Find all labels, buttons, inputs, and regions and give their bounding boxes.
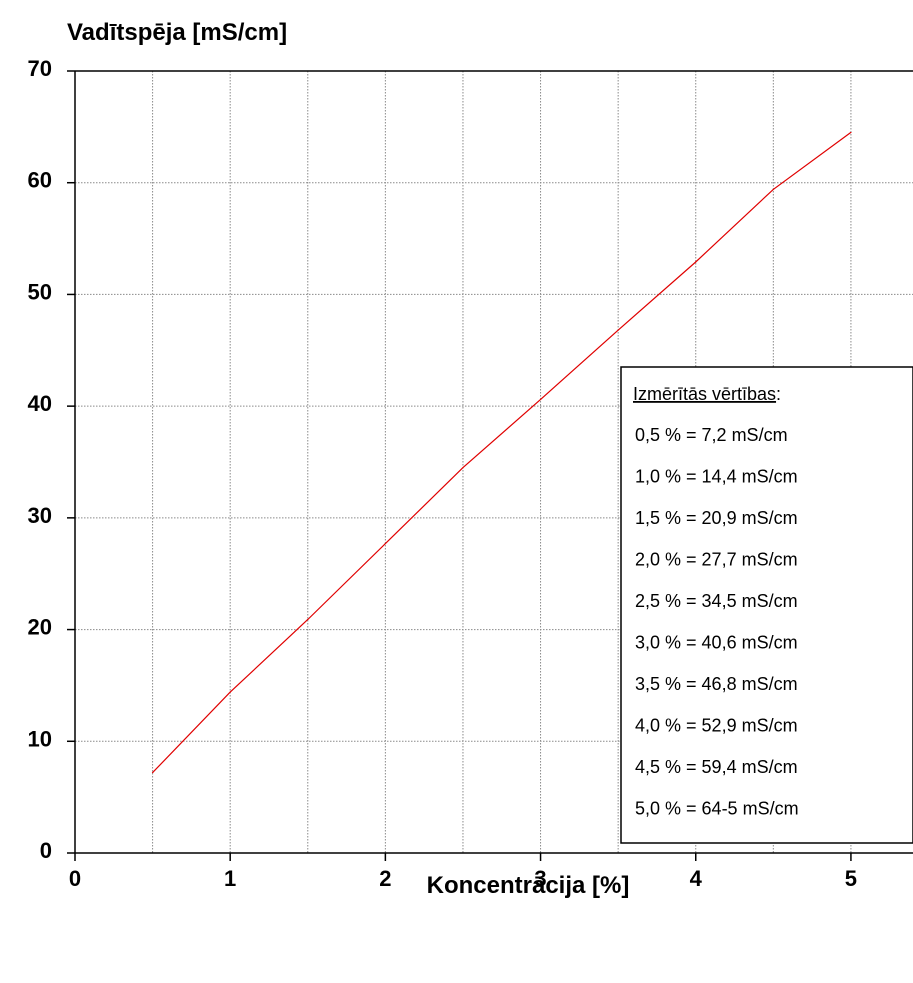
y-tick-labels: 0 10 20 30 40 50 60 70 bbox=[28, 56, 52, 863]
y-axis-title: Vadītspēja [mS/cm] bbox=[67, 19, 287, 46]
y-tick-label: 20 bbox=[28, 615, 52, 640]
legend-entry: 1,5 % = 20,9 mS/cm bbox=[635, 508, 798, 528]
legend-entry: 3,0 % = 40,6 mS/cm bbox=[635, 633, 798, 653]
x-tick-labels: 0 1 2 3 4 5 bbox=[69, 866, 857, 891]
y-tick-label: 60 bbox=[28, 168, 52, 193]
legend-entry: 2,0 % = 27,7 mS/cm bbox=[635, 550, 798, 570]
data-point bbox=[462, 466, 464, 469]
y-tick-label: 10 bbox=[28, 726, 52, 751]
legend-entry: 0,5 % = 7,2 mS/cm bbox=[635, 425, 788, 445]
data-point bbox=[229, 691, 231, 693]
legend-entry: 1,0 % = 14,4 mS/cm bbox=[635, 467, 798, 487]
y-tick-label: 30 bbox=[28, 503, 52, 528]
data-point bbox=[617, 329, 619, 331]
x-tick-label: 2 bbox=[379, 866, 391, 891]
x-tick-label: 0 bbox=[69, 866, 81, 891]
data-point bbox=[384, 542, 386, 545]
legend-entry: 2,5 % = 34,5 mS/cm bbox=[635, 591, 798, 611]
data-point bbox=[772, 188, 774, 191]
series-line bbox=[152, 131, 852, 774]
legend: Izmērītās vērtības: 0,5 % = 7,2 mS/cm 1,0… bbox=[620, 366, 913, 844]
series-group bbox=[151, 131, 852, 774]
x-tick-label: 3 bbox=[534, 866, 546, 891]
y-tick-label: 40 bbox=[28, 391, 52, 416]
legend-box bbox=[620, 366, 913, 844]
data-point bbox=[850, 131, 852, 134]
axes bbox=[67, 70, 913, 861]
legend-title-line: Izmērītās vērtības: bbox=[633, 384, 781, 404]
x-tick-label: 5 bbox=[845, 866, 857, 891]
legend-title-suffix: : bbox=[776, 384, 781, 404]
data-point bbox=[695, 261, 697, 263]
legend-entry: 5,0 % = 64-5 mS/cm bbox=[635, 799, 799, 819]
legend-entry: 4,0 % = 52,9 mS/cm bbox=[635, 716, 798, 736]
x-tick-label: 4 bbox=[690, 866, 703, 891]
y-tick-label: 70 bbox=[28, 56, 52, 81]
x-tick-label: 1 bbox=[224, 866, 236, 891]
legend-entry: 4,5 % = 59,4 mS/cm bbox=[635, 757, 798, 777]
data-point bbox=[539, 398, 542, 401]
legend-entry: 3,5 % = 46,8 mS/cm bbox=[635, 674, 798, 694]
data-point bbox=[151, 771, 154, 774]
legend-title: Izmērītās vērtības bbox=[633, 384, 776, 404]
x-axis-title: Koncentrācija [%] bbox=[427, 872, 630, 899]
data-point bbox=[307, 618, 309, 621]
y-tick-label: 0 bbox=[40, 838, 52, 863]
y-tick-label: 50 bbox=[28, 279, 52, 304]
legend-entries: 0,5 % = 7,2 mS/cm 1,0 % = 14,4 mS/cm 1,5 %… bbox=[635, 425, 799, 819]
